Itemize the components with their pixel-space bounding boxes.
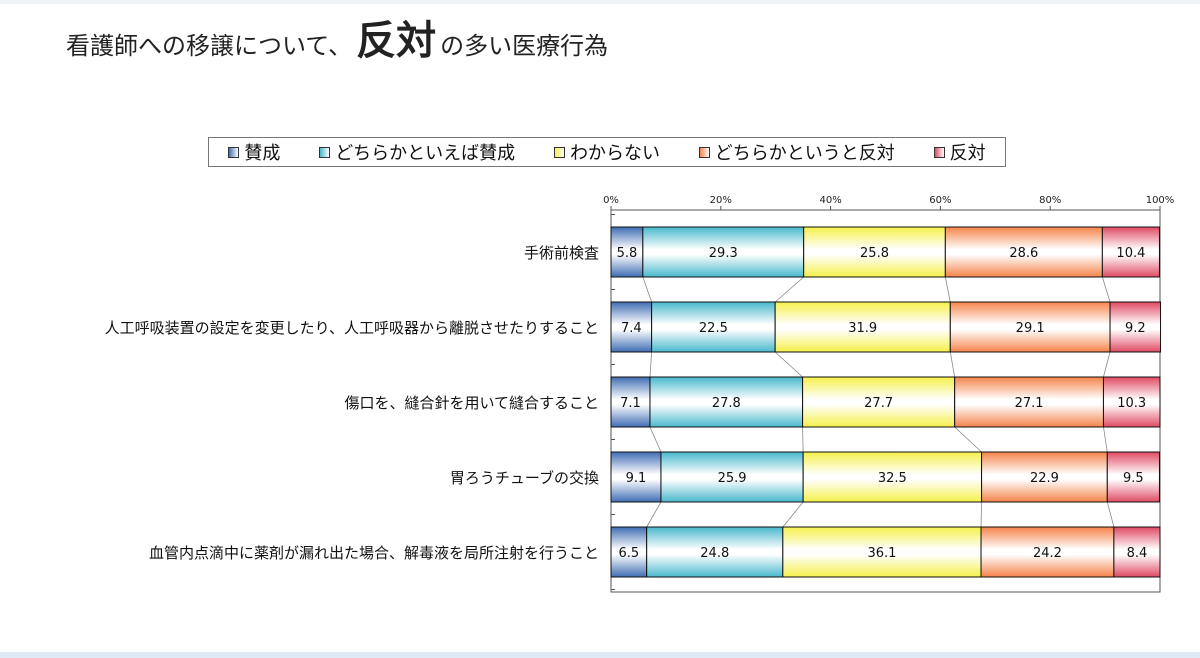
legend-label-1: どちらかといえば賛成	[335, 143, 516, 164]
data-label: 25.8	[860, 246, 889, 261]
legend-item-1: どちらかといえば賛成	[319, 139, 515, 165]
x-tick-label: 40%	[819, 195, 841, 206]
series-line	[774, 351, 803, 378]
series-line	[642, 276, 653, 303]
data-label: 25.9	[718, 471, 747, 486]
category-label: 手術前検査	[524, 244, 599, 262]
slide-title: 看護師への移譲について、 反対 の多い医療行為	[66, 8, 608, 66]
bar-segment	[646, 526, 784, 578]
legend-swatch-4	[933, 146, 945, 158]
data-label: 28.6	[1009, 246, 1038, 261]
data-label: 10.4	[1116, 246, 1145, 261]
bar-segment	[642, 226, 805, 278]
bar-segment	[944, 226, 1103, 278]
data-label: 9.1	[626, 471, 647, 486]
legend-label-2: わからない	[569, 143, 660, 164]
top-band	[0, 0, 1200, 4]
bar-segment	[802, 376, 956, 428]
data-label: 36.1	[867, 546, 896, 561]
series-line	[782, 501, 804, 528]
bar-segment	[660, 451, 804, 503]
series-line	[649, 351, 653, 378]
title-suffix: の多い医療行為	[440, 32, 609, 60]
legend-item-0: 賛成	[228, 139, 280, 165]
data-label: 27.7	[864, 396, 893, 411]
legend-item-2: わからない	[553, 139, 660, 165]
bar-segment	[774, 301, 951, 353]
data-label: 9.5	[1123, 471, 1144, 486]
bar-segment	[1106, 451, 1160, 503]
bar-segment	[610, 526, 648, 578]
bar-segment	[1101, 226, 1160, 278]
series-line	[774, 276, 804, 303]
bar-segment	[954, 376, 1104, 428]
data-label: 29.3	[709, 246, 738, 261]
series-line	[949, 351, 956, 378]
data-label: 29.1	[1016, 321, 1045, 336]
data-label: 8.4	[1127, 546, 1148, 561]
series-line	[646, 501, 662, 528]
category-label: 傷口を、縫合針を用いて縫合すること	[344, 394, 599, 412]
series-line	[802, 426, 804, 453]
data-label: 32.5	[878, 471, 907, 486]
legend-label-3: どちらかというと反対	[714, 143, 895, 164]
series-line	[954, 426, 982, 453]
bar-segment	[1109, 301, 1162, 353]
series-line	[1106, 501, 1115, 528]
x-tick-label: 20%	[710, 195, 732, 206]
title-emphasis: 反対	[356, 18, 437, 64]
x-tick-label: 100%	[1146, 195, 1175, 206]
bar-segment	[610, 376, 651, 428]
chart-legend: 賛成 どちらかといえば賛成 わからない どちらかというと反対 反対	[208, 137, 1006, 167]
category-label: 人工呼吸装置の設定を変更したり、人工呼吸器から離脱させたりすること	[105, 319, 599, 337]
bar-segment	[782, 526, 982, 578]
legend-item-3: どちらかというと反対	[698, 139, 895, 165]
bar-segment	[949, 301, 1111, 353]
x-tick-label: 80%	[1039, 195, 1061, 206]
data-label: 6.5	[618, 546, 639, 561]
series-line	[1103, 351, 1111, 378]
legend-label-4: 反対	[949, 143, 986, 164]
bar-segment	[1113, 526, 1161, 578]
legend-swatch-3	[698, 146, 710, 158]
x-tick-label: 0%	[603, 195, 619, 206]
series-line	[1101, 276, 1111, 303]
bar-segment	[610, 301, 653, 353]
data-label: 27.8	[712, 396, 741, 411]
bar-segment	[803, 226, 946, 278]
bar-segment	[1102, 376, 1161, 428]
bottom-band	[0, 652, 1200, 658]
data-label: 31.9	[848, 321, 877, 336]
series-line	[944, 276, 951, 303]
data-label: 24.8	[700, 546, 729, 561]
title-prefix: 看護師への移譲について、	[66, 32, 353, 60]
series-line	[980, 501, 982, 528]
legend-item-4: 反対	[933, 139, 986, 165]
category-label: 血管内点滴中に薬剤が漏れ出た場合、解毒液を局所注射を行うこと	[149, 544, 599, 562]
data-label: 7.4	[621, 321, 642, 336]
data-label: 9.2	[1125, 321, 1146, 336]
bar-segment	[651, 301, 776, 353]
legend-swatch-2	[553, 146, 565, 158]
data-label: 7.1	[620, 396, 641, 411]
series-line	[649, 426, 662, 453]
series-line	[1103, 426, 1108, 453]
data-label: 27.1	[1015, 396, 1044, 411]
data-label: 5.8	[617, 246, 638, 261]
data-label: 22.5	[699, 321, 728, 336]
x-tick-label: 60%	[929, 195, 951, 206]
data-label: 24.2	[1033, 546, 1062, 561]
category-label: 胃ろうチューブの交換	[450, 469, 599, 487]
bar-segment	[980, 526, 1115, 578]
data-label: 22.9	[1030, 471, 1059, 486]
data-label: 10.3	[1117, 396, 1146, 411]
legend-swatch-1	[319, 146, 331, 158]
legend-label-0: 賛成	[244, 143, 281, 164]
legend-swatch-0	[228, 146, 240, 158]
